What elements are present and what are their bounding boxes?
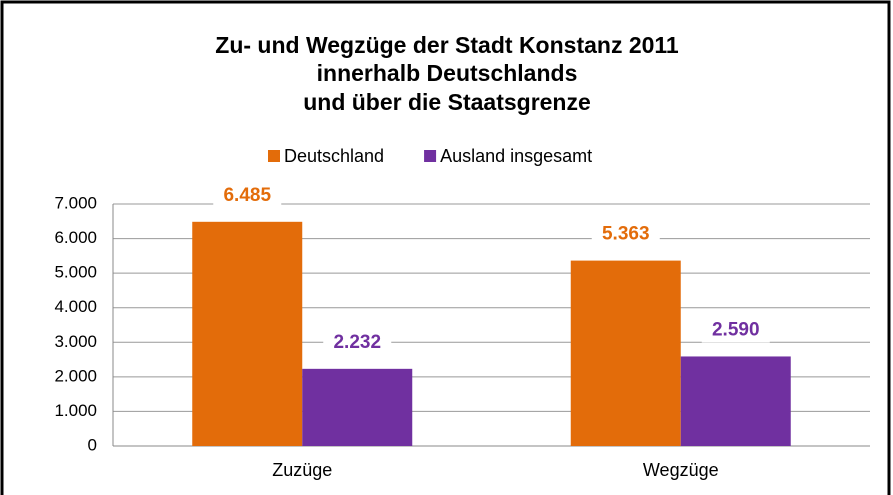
legend-swatch: [268, 150, 280, 162]
y-tick-label: 0: [88, 435, 97, 454]
chart-title: Zu- und Wegzüge der Stadt Konstanz 2011: [215, 32, 679, 58]
chart-title: und über die Staatsgrenze: [303, 89, 591, 115]
y-tick-label: 3.000: [54, 332, 97, 351]
chart-title: innerhalb Deutschlands: [317, 60, 578, 86]
legend-label: Deutschland: [284, 146, 384, 166]
value-label-bg: [591, 222, 660, 247]
bar: [680, 356, 791, 446]
legend-label: Ausland insgesamt: [440, 146, 592, 166]
bar: [302, 368, 413, 446]
y-tick-label: 4.000: [54, 297, 97, 316]
bar: [192, 221, 303, 446]
x-tick-label: Wegzüge: [643, 460, 719, 480]
y-tick-label: 7.000: [54, 193, 97, 212]
value-label: 6.485: [223, 185, 271, 206]
value-label: 2.590: [712, 319, 760, 340]
value-label: 2.232: [333, 332, 381, 353]
value-label-bg: [323, 330, 392, 355]
value-label-bg: [701, 318, 770, 343]
value-label: 5.363: [602, 224, 650, 245]
x-tick-label: Zuzüge: [272, 460, 332, 480]
bar: [570, 260, 681, 446]
legend-swatch: [424, 150, 437, 162]
y-tick-label: 6.000: [54, 228, 97, 247]
y-tick-label: 2.000: [54, 366, 97, 385]
value-label-bg: [213, 183, 282, 208]
y-tick-label: 1.000: [54, 401, 97, 420]
y-tick-label: 5.000: [54, 263, 97, 282]
